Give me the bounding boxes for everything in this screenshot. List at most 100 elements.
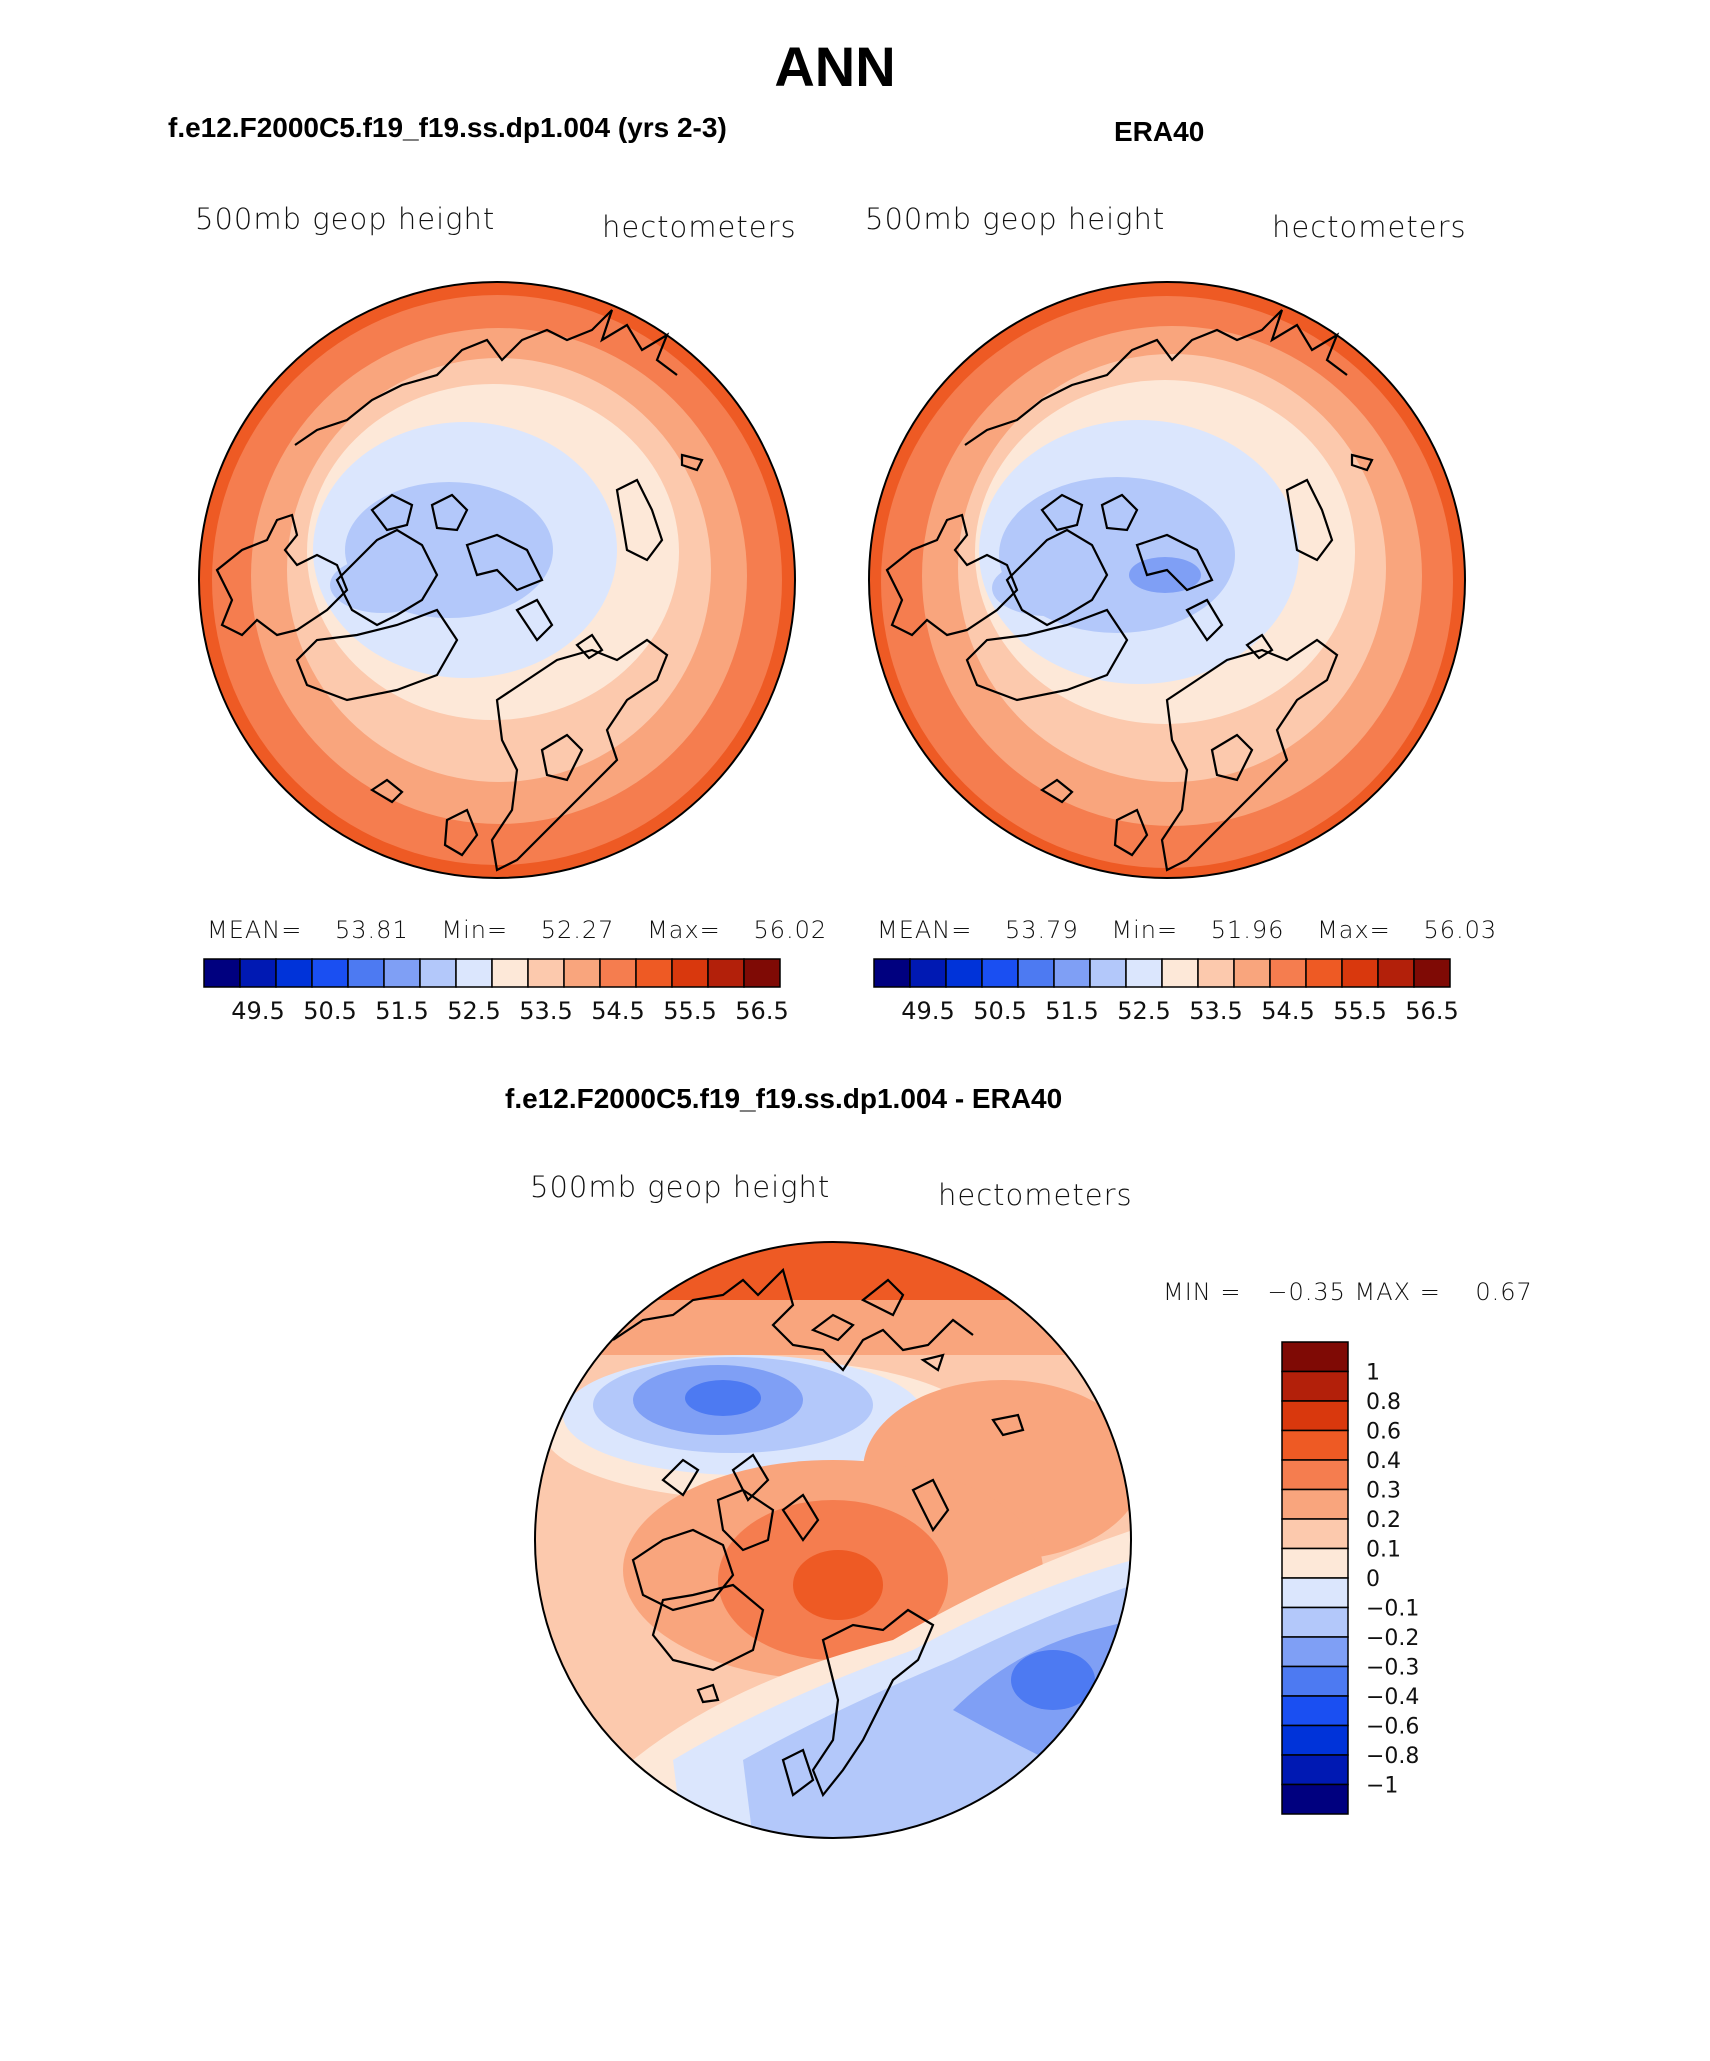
contour-band (992, 560, 1102, 616)
colorbar-box (1377, 958, 1415, 988)
colorbar-tick-label: −0.6 (1366, 1715, 1419, 1740)
colorbar-tick-label: 0.8 (1366, 1390, 1401, 1415)
colorbar-box (1281, 1459, 1349, 1491)
colorbar-tick-label: 53.5 (519, 997, 572, 1025)
colorbar-box (1281, 1370, 1349, 1402)
panel-2-variable-label: 500mb geop height (865, 202, 1166, 236)
panel-1-heading: f.e12.F2000C5.f19_f19.ss.dp1.004 (yrs 2-… (168, 112, 727, 143)
colorbar-box (275, 958, 313, 988)
max-value: 56.03 (1423, 916, 1498, 944)
contour-band (1011, 1650, 1095, 1710)
colorbar-box (527, 958, 565, 988)
contour-band (793, 1550, 883, 1620)
colorbar-box (383, 958, 421, 988)
colorbar-box (239, 958, 277, 988)
colorbar-tick-label: 0.4 (1366, 1449, 1401, 1474)
colorbar-tick-label: 0 (1366, 1567, 1380, 1592)
colorbar-box (1281, 1400, 1349, 1432)
colorbar-tick-label: 55.5 (663, 997, 716, 1025)
panel-2-heading: ERA40 (1114, 116, 1205, 147)
colorbar-era40: 49.5 50.5 51.5 52.5 53.5 54.5 55.5 56.5 (873, 958, 1459, 1025)
coastlines (885, 309, 1374, 872)
colorbar-tick-label: 0.6 (1366, 1420, 1401, 1445)
colorbar-box (873, 958, 911, 988)
colorbar-box (743, 958, 781, 988)
polar-map-difference (534, 1241, 1132, 1839)
colorbar-box (599, 958, 637, 988)
colorbar-tick-label: 0.3 (1366, 1479, 1401, 1504)
colorbar-box (455, 958, 493, 988)
contour-band (685, 1380, 761, 1416)
colorbar-tick-label: 54.5 (591, 997, 644, 1025)
colorbar-box (1281, 1341, 1349, 1373)
min-value: 52.27 (540, 916, 615, 944)
colorbar-tick-label: −0.3 (1366, 1656, 1419, 1681)
colorbar-box (1089, 958, 1127, 988)
colorbar-box (1161, 958, 1199, 988)
colorbar-box (347, 958, 385, 988)
colorbar-box (1281, 1429, 1349, 1461)
colorbar-tick-label: 56.5 (735, 997, 788, 1025)
mean-label: MEAN= (207, 916, 303, 944)
colorbar-tick-label: −1 (1366, 1774, 1398, 1799)
colorbar-box (1281, 1547, 1349, 1579)
colorbar-box (563, 958, 601, 988)
colorbar-box (1281, 1577, 1349, 1609)
panel-1-units-label: hectometers (602, 210, 797, 244)
colorbar-box (1281, 1754, 1349, 1786)
colorbar-box (1197, 958, 1235, 988)
diff-variable-label: 500mb geop height (530, 1170, 831, 1204)
colorbar-tick-label: 49.5 (901, 997, 954, 1025)
diff-units-label: hectometers (938, 1178, 1133, 1212)
mean-value: 53.79 (1005, 916, 1079, 944)
colorbar-box (1341, 958, 1379, 988)
colorbar-tick-label: 1 (1366, 1361, 1380, 1386)
colorbar-box (311, 958, 349, 988)
colorbar-tick-label: 53.5 (1189, 997, 1242, 1025)
colorbar-box (707, 958, 745, 988)
colorbar-tick-label: 50.5 (303, 997, 356, 1025)
colorbar-box (1281, 1695, 1349, 1727)
panel-1-variable-label: 500mb geop height (195, 202, 496, 236)
colorbar-box (1305, 958, 1343, 988)
panel-2-units-label: hectometers (1272, 210, 1467, 244)
colorbar-tick-label: 0.2 (1366, 1508, 1401, 1533)
colorbar-box (635, 958, 673, 988)
colorbar-tick-label: 52.5 (447, 997, 500, 1025)
colorbar-tick-label: 51.5 (1045, 997, 1098, 1025)
colorbar-box (1281, 1488, 1349, 1520)
panel-2-stats: MEAN= 53.79 Min= 51.96 Max= 56.03 (877, 916, 1497, 944)
min-value: 51.96 (1210, 916, 1285, 944)
colorbar-tick-label: 55.5 (1333, 997, 1386, 1025)
coastlines (612, 1267, 1025, 1798)
colorbar-tick-label: 56.5 (1405, 997, 1458, 1025)
colorbar-box (671, 958, 709, 988)
colorbar-tick-label: −0.4 (1366, 1685, 1419, 1710)
colorbar-box (1281, 1724, 1349, 1756)
max-value: 56.02 (753, 916, 828, 944)
colorbar-tick-label: 51.5 (375, 997, 428, 1025)
polar-map-model (198, 281, 796, 879)
colorbar-box (491, 958, 529, 988)
colorbar-difference: 1 0.8 0.6 0.4 0.3 0.2 0.1 0 −0.1 −0.2 −0.3 −0.4 −0.6… (1281, 1341, 1419, 1815)
coastlines (215, 309, 704, 872)
panel-1-stats: MEAN= 53.81 Min= 52.27 Max= 56.02 (207, 916, 827, 944)
mean-value: 53.81 (335, 916, 409, 944)
colorbar-box (1281, 1665, 1349, 1697)
colorbar-box (1233, 958, 1271, 988)
colorbar-box (1413, 958, 1451, 988)
colorbar-box (1281, 1606, 1349, 1638)
colorbar-box (203, 958, 241, 988)
colorbar-box (1281, 1518, 1349, 1550)
colorbar-tick-label: 54.5 (1261, 997, 1314, 1025)
colorbar-tick-label: 49.5 (231, 997, 284, 1025)
colorbar-box (1269, 958, 1307, 988)
colorbar-box (1017, 958, 1055, 988)
colorbar-box (1281, 1636, 1349, 1668)
colorbar-box (909, 958, 947, 988)
diff-heading: f.e12.F2000C5.f19_f19.ss.dp1.004 - ERA40 (505, 1083, 1063, 1114)
colorbar-box (1281, 1783, 1349, 1815)
max-label: Max= (647, 916, 721, 944)
colorbar-tick-label: 50.5 (973, 997, 1026, 1025)
colorbar-tick-label: 52.5 (1117, 997, 1170, 1025)
